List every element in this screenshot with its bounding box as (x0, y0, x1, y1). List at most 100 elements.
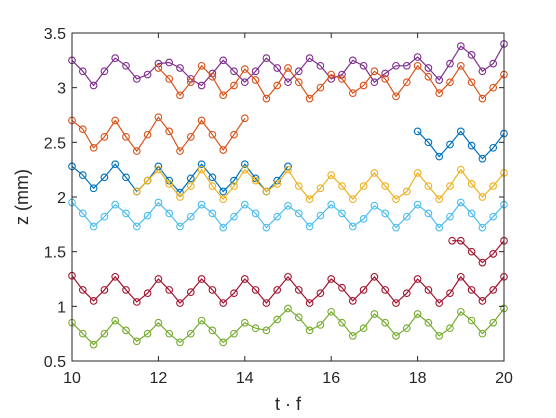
data-point (359, 324, 368, 333)
data-point (413, 53, 422, 61)
data-point (402, 289, 411, 298)
data-point (370, 272, 379, 281)
data-point (197, 116, 206, 125)
data-point (478, 223, 487, 232)
data-point (111, 116, 120, 125)
data-point (100, 133, 109, 141)
data-point (89, 143, 98, 152)
data-point (111, 54, 120, 63)
data-point (370, 169, 379, 177)
data-point (165, 58, 174, 67)
x-tick-label: 10 (63, 370, 81, 387)
data-point (273, 286, 282, 294)
data-point (251, 176, 260, 185)
data-point (489, 83, 498, 92)
data-point (489, 59, 498, 68)
data-point (208, 173, 217, 182)
data-point (424, 209, 433, 218)
data-point (197, 81, 206, 90)
data-point (489, 143, 498, 152)
data-point (100, 329, 109, 338)
data-point (446, 289, 454, 298)
data-point (305, 222, 314, 231)
data-point (435, 332, 444, 340)
data-point (230, 130, 238, 139)
data-point (305, 54, 314, 63)
data-point (219, 223, 228, 232)
data-point (197, 61, 206, 70)
x-tick-label: 12 (150, 370, 168, 387)
series-2 (68, 113, 249, 155)
data-point (143, 211, 152, 220)
data-point (413, 61, 422, 70)
series-1 (154, 61, 508, 103)
data-point (240, 318, 249, 327)
data-point (78, 67, 87, 76)
data-point (122, 326, 130, 335)
data-point (327, 70, 336, 79)
data-point (240, 160, 249, 169)
data-point (456, 307, 465, 316)
data-point (467, 286, 476, 294)
data-point (402, 212, 411, 221)
data-point (154, 275, 163, 283)
data-point (132, 222, 141, 231)
x-tick-label: 14 (236, 370, 254, 387)
data-point (402, 61, 411, 70)
data-point (165, 75, 174, 83)
y-tick-label: 1 (57, 299, 66, 316)
data-point (219, 299, 228, 307)
data-point (327, 275, 336, 283)
data-point (359, 61, 368, 70)
data-point (111, 316, 120, 325)
data-point (424, 182, 433, 190)
data-point (435, 89, 444, 97)
data-point (89, 81, 98, 90)
data-point (370, 78, 379, 87)
data-point (294, 78, 303, 87)
data-point (208, 209, 217, 218)
data-point (132, 337, 141, 346)
y-tick-label: 1.5 (44, 245, 66, 262)
y-tick-label: 2.5 (44, 135, 66, 152)
data-point (176, 91, 184, 100)
data-point (478, 193, 487, 201)
data-point (456, 272, 465, 281)
data-point (208, 182, 217, 190)
data-point (489, 286, 498, 294)
data-point (240, 114, 249, 123)
data-point (230, 212, 238, 221)
data-point (467, 316, 476, 325)
data-point (435, 223, 444, 232)
data-point (284, 165, 292, 174)
data-point (273, 64, 282, 72)
data-point (132, 298, 141, 306)
series-line (71, 43, 505, 87)
data-point (186, 78, 195, 87)
data-point (154, 165, 163, 174)
data-point (448, 236, 457, 245)
series-3 (413, 127, 508, 163)
data-point (143, 289, 152, 298)
data-point (284, 201, 292, 210)
data-point (327, 171, 336, 179)
data-point (338, 182, 346, 190)
series-0 (68, 40, 508, 90)
data-point (348, 297, 357, 305)
series-line (136, 168, 505, 201)
data-point (100, 67, 109, 76)
series-line (157, 64, 505, 100)
data-point (348, 332, 357, 340)
data-point (446, 212, 454, 221)
data-point (348, 56, 357, 65)
series-6 (68, 198, 508, 232)
data-point (467, 247, 476, 256)
data-point (111, 160, 120, 169)
data-point (478, 94, 487, 103)
data-point (294, 67, 303, 76)
data-point (262, 54, 271, 63)
data-point (240, 275, 249, 283)
data-point (165, 180, 174, 188)
data-point (305, 94, 314, 103)
data-point (262, 94, 271, 103)
